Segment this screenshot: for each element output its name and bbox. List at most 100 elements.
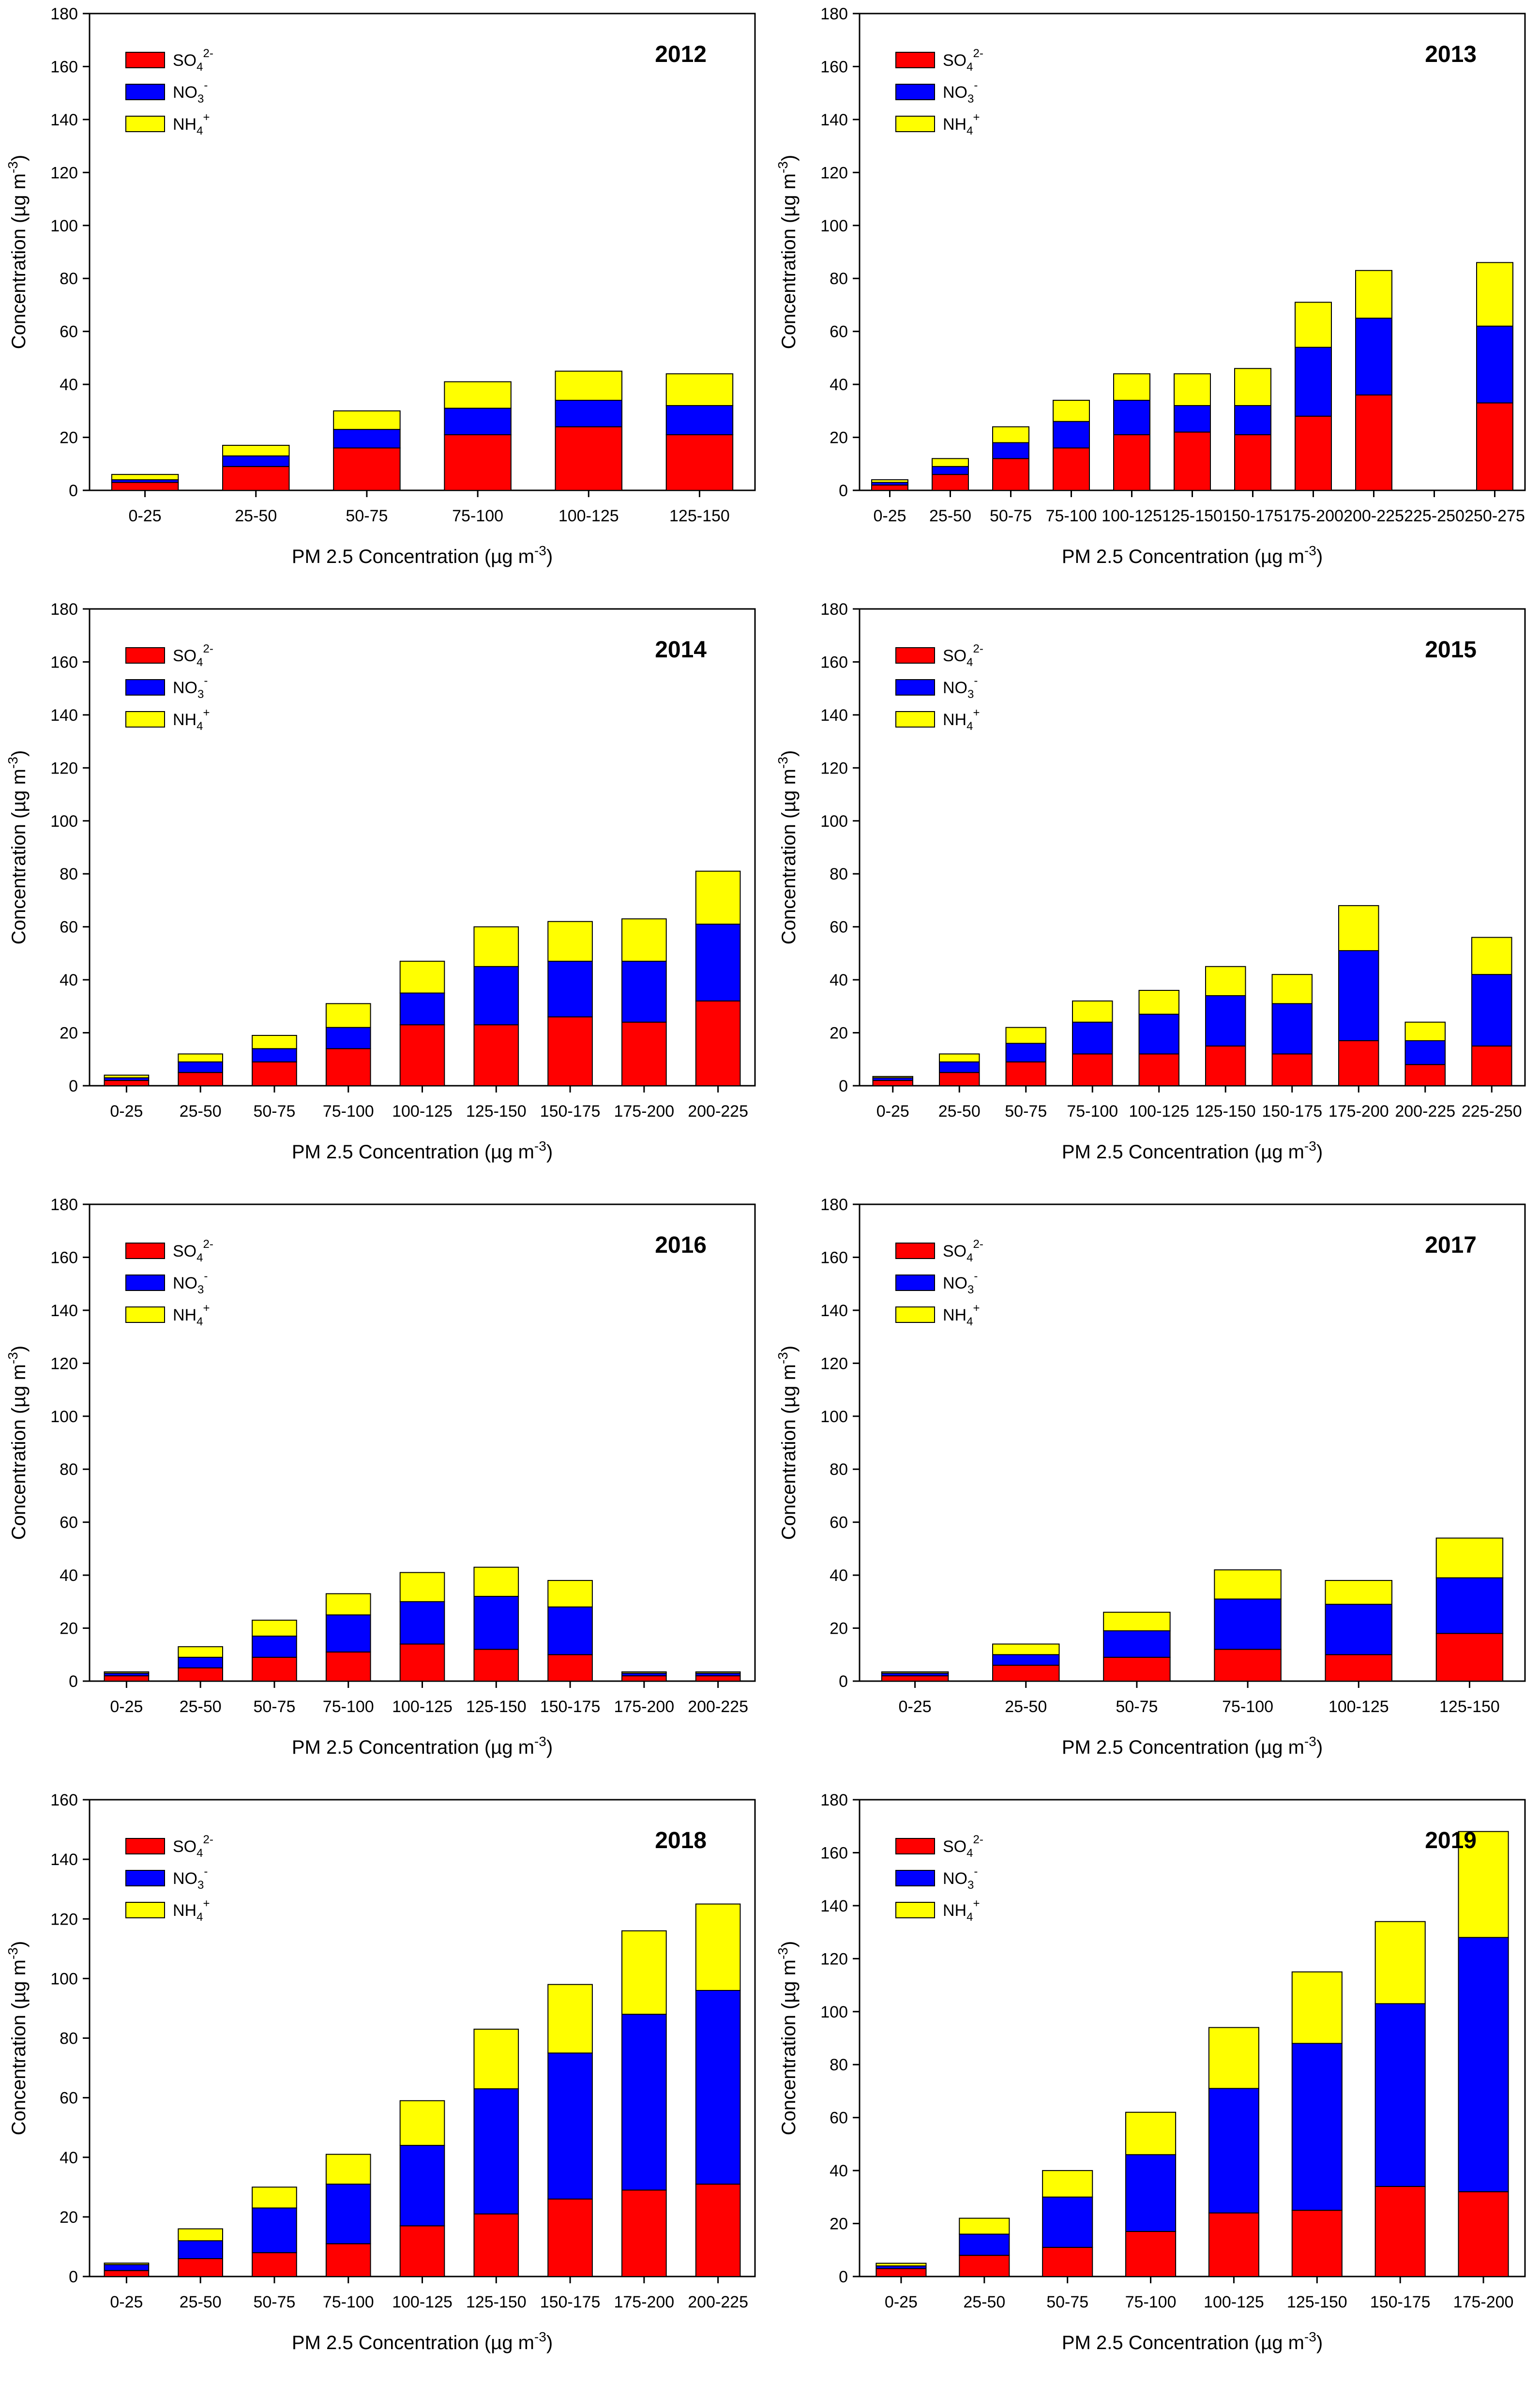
x-tick-label: 75-100 [323,1102,374,1121]
x-tick-label: 25-50 [929,507,971,525]
legend-swatch-nh4 [125,1902,165,1918]
bar-nh4-150-175 [547,921,593,962]
bar-no3-100-125 [1208,2088,1259,2214]
bar-nh4-100-125 [1208,2027,1259,2089]
x-tick-label: 175-200 [614,1102,674,1121]
x-tick-label: 225-250 [1462,1102,1522,1121]
bar-nh4-150-175 [1374,1921,1426,2004]
bar-nh4-200-225 [1355,270,1392,319]
bar-so4-100-125 [399,1024,445,1087]
y-tick-label: 180 [820,1196,848,1214]
y-tick-label: 160 [50,653,78,671]
x-tick-label: 25-50 [963,2293,1005,2311]
legend-swatch-no3 [125,679,165,696]
bar-nh4-75-100 [1053,399,1090,422]
y-tick-label: 100 [50,812,78,831]
bar-nh4-50-75 [252,1620,297,1637]
bar-so4-25-50 [178,1667,224,1682]
legend-swatch-so4 [125,52,165,68]
legend-swatch-so4 [895,1243,935,1259]
legend-label-so4: SO42- [173,1238,213,1264]
bar-so4-200-225 [695,1675,741,1682]
y-tick-label: 40 [60,376,78,394]
x-tick-label: 100-125 [392,2293,453,2311]
bar-no3-75-100 [444,408,512,436]
bar-nh4-0-25 [872,1076,913,1078]
chart-title: 2016 [655,1232,707,1258]
bar-so4-175-200 [1295,415,1332,491]
bar-no3-125-150 [1291,2043,1343,2211]
legend-swatch-no3 [895,1275,935,1291]
y-tick-label: 140 [820,706,848,725]
bar-no3-150-175 [547,960,593,1017]
x-tick-label: 125-150 [669,507,730,525]
legend-label-so4: SO42- [943,1238,983,1264]
legend-swatch-no3 [895,1870,935,1886]
x-tick-label: 0-25 [899,1698,932,1716]
bar-so4-200-225 [1404,1064,1446,1087]
bar-so4-175-200 [621,1675,667,1682]
legend-swatch-nh4 [125,711,165,728]
bar-no3-0-25 [104,2264,150,2271]
bar-nh4-175-200 [1338,905,1379,951]
bar-no3-175-200 [621,960,667,1023]
x-tick-label: 100-125 [1204,2293,1264,2311]
x-tick-label: 0-25 [129,507,162,525]
bar-so4-0-25 [104,1080,150,1086]
bar-no3-100-125 [399,992,445,1026]
bar-so4-100-125 [399,2225,445,2277]
bar-so4-25-50 [222,466,290,491]
chart-2017: 0 20 40 60 80 100 120 140 160 180 0-25 25-50 50-75 75… [770,1191,1540,1786]
bar-nh4-50-75 [1042,2170,1093,2198]
bar-so4-125-150 [1174,431,1211,491]
bar-so4-150-175 [1234,434,1271,491]
legend-swatch-nh4 [895,711,935,728]
chart-title: 2015 [1425,637,1477,663]
bar-no3-200-225 [1404,1040,1446,1065]
bar-no3-75-100 [1072,1021,1113,1055]
y-tick-label: 180 [820,1791,848,1809]
x-tick-label: 25-50 [235,507,277,525]
y-tick-label: 0 [839,1672,848,1691]
bar-nh4-0-25 [881,1671,949,1674]
chart-svg: 0 20 40 60 80 100 120 140 160 0-25 25-50 50-75 75-10… [5,1791,756,2353]
y-tick-label: 0 [69,482,78,500]
y-tick-label: 20 [830,1620,848,1638]
x-tick-label: 125-150 [466,2293,527,2311]
bar-nh4-100-125 [399,2100,445,2146]
bar-nh4-150-175 [547,1984,593,2054]
x-tick-label: 75-100 [1067,1102,1118,1121]
y-tick-label: 120 [820,1950,848,1968]
bar-nh4-50-75 [252,1035,297,1049]
x-axis-label: PM 2.5 Concentration (µg m-3) [1062,543,1323,567]
bar-so4-200-225 [1355,395,1392,491]
bar-no3-25-50 [932,466,969,475]
bar-no3-125-150 [1174,405,1211,433]
bar-so4-125-150 [473,2213,519,2277]
y-tick-label: 0 [69,2268,78,2286]
bar-no3-175-200 [1295,347,1332,417]
y-tick-label: 60 [60,2089,78,2108]
bar-nh4-25-50 [992,1643,1060,1655]
x-tick-label: 75-100 [323,2293,374,2311]
bar-nh4-75-100 [1072,1000,1113,1023]
bar-nh4-25-50 [939,1053,980,1062]
x-tick-label: 75-100 [452,507,503,525]
y-tick-label: 60 [60,323,78,341]
chart-title: 2012 [655,42,707,67]
bar-nh4-25-50 [178,2228,224,2242]
x-tick-label: 100-125 [1129,1102,1189,1121]
y-tick-label: 180 [50,1196,78,1214]
bar-nh4-125-150 [1291,1971,1343,2044]
chart-title: 2013 [1425,42,1477,67]
bar-no3-150-175 [547,2052,593,2200]
x-tick-label: 175-200 [614,2293,674,2311]
bar-so4-25-50 [932,474,969,491]
bar-nh4-75-100 [325,2154,371,2185]
y-tick-label: 80 [60,2030,78,2048]
bar-nh4-125-150 [473,2029,519,2090]
bar-nh4-25-50 [959,2217,1010,2235]
bar-no3-25-50 [178,1061,224,1073]
bar-nh4-0-25 [871,479,908,483]
bar-no3-50-75 [1005,1043,1046,1062]
